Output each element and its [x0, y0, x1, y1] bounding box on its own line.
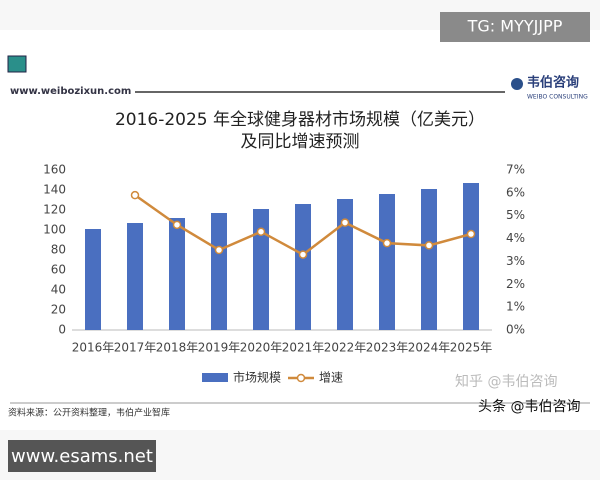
y2-tick-label: 5%	[506, 208, 525, 222]
x-tick-label: 2023年	[366, 341, 409, 355]
growth-point	[340, 218, 350, 227]
watermark-zhihu: 知乎 @韦伯咨询	[455, 373, 557, 390]
chart-subtitle: 及同比增速预测	[241, 132, 360, 152]
y2-tick-label: 7%	[506, 163, 525, 177]
y2-tick-label: 4%	[506, 231, 525, 245]
legend-label: 市场规模	[233, 370, 281, 385]
x-tick-label: 2021年	[282, 341, 325, 355]
y-tick-label: 140	[43, 183, 66, 197]
x-tick-label: 2016年	[72, 341, 115, 355]
x-tick-label: 2025年	[450, 341, 493, 355]
y-tick-label: 0	[58, 323, 66, 337]
tag-box	[440, 12, 590, 42]
legend-label: 增速	[319, 371, 343, 385]
bar	[463, 183, 479, 330]
site: www.weibozixun.com	[10, 86, 131, 97]
overlay-box	[8, 440, 156, 472]
growth-point	[256, 227, 266, 236]
growth-point	[130, 190, 140, 200]
growth-point	[298, 250, 308, 259]
site-overlay: www.esams.net	[11, 446, 153, 467]
x-tick-label: 2018年	[156, 341, 199, 355]
brand-en: WEIBO CONSULTING	[527, 94, 588, 101]
legend-swatch	[202, 373, 228, 382]
y-tick-label: 120	[43, 203, 66, 217]
bar	[421, 189, 437, 330]
tag: TG: MYYJJPP	[467, 17, 563, 36]
logo-square	[7, 55, 27, 73]
growth-point	[214, 245, 224, 255]
x-tick-label: 2022年	[324, 341, 367, 355]
legend-marker	[296, 373, 306, 383]
x-tick-label: 2020年	[240, 341, 283, 355]
bar	[85, 229, 101, 330]
growth-point	[466, 229, 476, 239]
brand-logo	[511, 78, 523, 90]
growth-point	[172, 220, 182, 230]
watermark: 头条 @韦伯咨询	[478, 398, 580, 415]
x-tick-label: 2019年	[198, 341, 241, 355]
chart-title: 2016-2025 年全球健身器材市场规模（亿美元）	[115, 110, 485, 130]
y-tick-label: 20	[51, 303, 66, 317]
y-tick-label: 160	[43, 163, 66, 177]
bar	[127, 223, 143, 330]
y2-tick-label: 2%	[506, 277, 525, 291]
x-tick-label: 2017年	[114, 341, 157, 355]
bar	[253, 209, 269, 330]
bar	[337, 199, 353, 330]
y2-tick-label: 3%	[506, 254, 525, 268]
bar	[379, 194, 395, 330]
y-tick-label: 80	[51, 243, 66, 257]
x-tick-label: 2024年	[408, 341, 451, 355]
growth-point	[424, 241, 434, 250]
bar	[295, 204, 311, 330]
y-tick-label: 60	[51, 263, 66, 277]
bar	[169, 218, 185, 330]
bar	[211, 213, 227, 330]
y2-tick-label: 0%	[506, 323, 525, 337]
y2-tick-label: 6%	[506, 185, 525, 199]
brand: 韦伯咨询	[527, 75, 579, 91]
growth-point	[382, 238, 392, 248]
y2-tick-label: 1%	[506, 300, 525, 314]
source: 资料来源：公开资料整理，韦伯产业智库	[8, 407, 170, 419]
y-tick-label: 40	[51, 283, 66, 297]
y-tick-label: 100	[43, 223, 66, 237]
